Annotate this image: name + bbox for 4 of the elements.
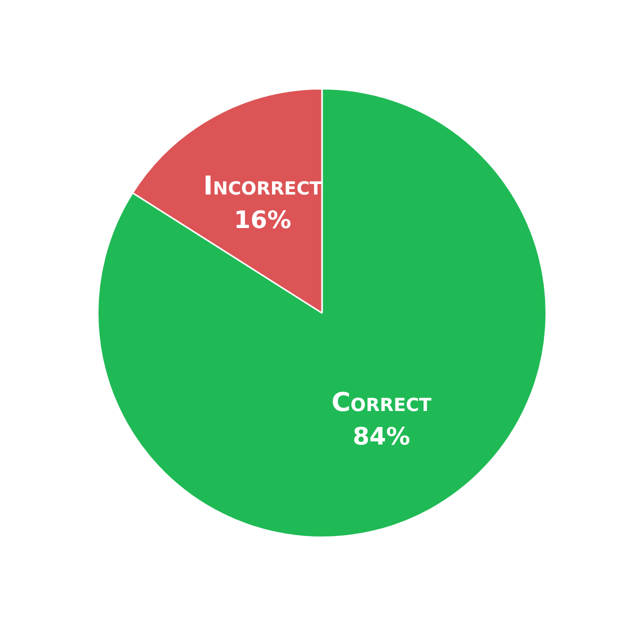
data-label: 16% (234, 206, 292, 234)
slice-label: Incorrect (203, 172, 323, 202)
data-label: 84% (352, 422, 410, 450)
slice-label: Correct (331, 388, 432, 418)
